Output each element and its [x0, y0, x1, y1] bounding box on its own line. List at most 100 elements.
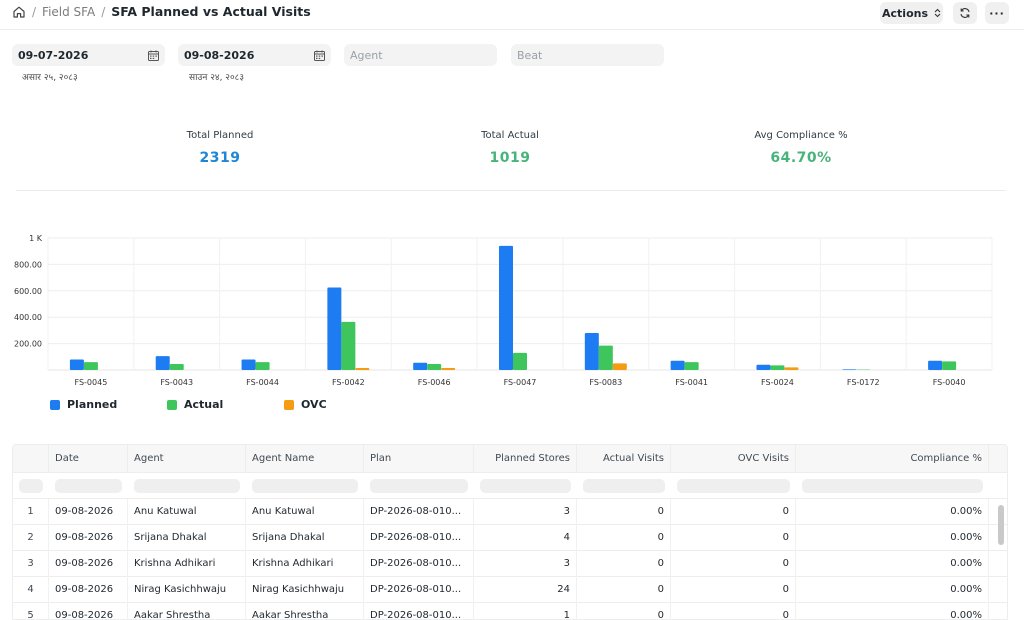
x-tick-label: FS-0041	[675, 378, 708, 387]
cell-planned-stores: 3	[474, 551, 577, 577]
cell-actual-visits: 0	[577, 577, 671, 603]
legend-item-actual[interactable]: Actual	[167, 398, 284, 411]
beat-filter[interactable]: Beat	[511, 44, 664, 66]
cell-agent-name: Srijana Dhakal	[246, 525, 364, 551]
y-tick-label: 400.00	[14, 313, 42, 322]
filter-cell-agent[interactable]	[134, 479, 240, 493]
bar-actual-fs-0041	[684, 362, 699, 370]
table-row[interactable]: 2 09-08-2026 Srijana Dhakal Srijana Dhak…	[13, 525, 1007, 551]
legend-item-planned[interactable]: Planned	[50, 398, 167, 411]
kpi-total-actual: Total Actual 1019	[400, 130, 620, 166]
table-row[interactable]: 5 09-08-2026 Aakar Shrestha Aakar Shrest…	[13, 603, 1007, 619]
chart-legend: Planned Actual OVC	[50, 398, 401, 411]
bar-planned-fs-0047	[499, 245, 513, 370]
more-options-button[interactable]: ···	[985, 2, 1009, 24]
column-header-agent[interactable]: Agent	[128, 445, 246, 473]
refresh-button[interactable]	[953, 2, 977, 24]
filter-cell-planned-stores[interactable]	[480, 479, 571, 493]
y-tick-label: 200.00	[14, 340, 42, 349]
table-row[interactable]: 1 09-08-2026 Anu Katuwal Anu Katuwal DP-…	[13, 499, 1007, 525]
cell-plan[interactable]: DP-2026-08-010...	[364, 551, 474, 577]
home-icon[interactable]	[12, 5, 26, 19]
bar-planned-fs-0172	[842, 369, 857, 370]
bar-ovc-fs-0042	[355, 368, 370, 370]
cell-agent[interactable]: Aakar Shrestha	[128, 603, 246, 619]
bar-actual-fs-0024	[770, 365, 785, 370]
column-header-date[interactable]: Date	[49, 445, 128, 473]
legend-item-ovc[interactable]: OVC	[284, 398, 401, 411]
breadcrumb-separator: /	[101, 4, 106, 19]
table-row[interactable]: 3 09-08-2026 Krishna Adhikari Krishna Ad…	[13, 551, 1007, 577]
to-date-field[interactable]: 09-08-2026	[178, 44, 331, 66]
x-tick-label: FS-0046	[418, 378, 451, 387]
cell-plan[interactable]: DP-2026-08-010...	[364, 499, 474, 525]
bar-planned-fs-0045	[69, 359, 84, 370]
x-tick-label: FS-0083	[589, 378, 622, 387]
bar-actual-fs-0042	[341, 321, 356, 370]
column-header-compliance[interactable]: Compliance %	[796, 445, 989, 473]
cell-agent[interactable]: Anu Katuwal	[128, 499, 246, 525]
y-tick-label: 600.00	[14, 287, 42, 296]
column-header-agent-name[interactable]: Agent Name	[246, 445, 364, 473]
actions-button[interactable]: Actions	[880, 2, 943, 24]
cell-agent-name: Krishna Adhikari	[246, 551, 364, 577]
bar-planned-fs-0024	[756, 364, 771, 370]
y-tick-label: 1 K	[29, 234, 43, 243]
cell-plan[interactable]: DP-2026-08-010...	[364, 577, 474, 603]
breadcrumb-link-field-sfa[interactable]: Field SFA	[42, 4, 96, 19]
cell-compliance: 0.00%	[796, 551, 989, 577]
y-tick-label: 800.00	[14, 260, 42, 269]
legend-label-planned: Planned	[67, 398, 118, 411]
from-date-value: 09-07-2026	[18, 48, 89, 62]
refresh-icon	[960, 8, 970, 18]
filter-cell-compliance[interactable]	[802, 479, 983, 493]
cell-plan[interactable]: DP-2026-08-010...	[364, 525, 474, 551]
cell-date: 09-08-2026	[49, 499, 128, 525]
filter-cell-index[interactable]	[19, 479, 43, 493]
cell-agent-name: Nirag Kasichhwaju	[246, 577, 364, 603]
cell-compliance: 0.00%	[796, 577, 989, 603]
column-header-plan[interactable]: Plan	[364, 445, 474, 473]
cell-ovc-visits: 0	[671, 499, 796, 525]
beat-filter-placeholder: Beat	[517, 48, 543, 62]
table-scrollbar[interactable]	[998, 505, 1004, 545]
cell-ovc-visits: 0	[671, 603, 796, 619]
from-date-field[interactable]: 09-07-2026	[12, 44, 165, 66]
cell-date: 09-08-2026	[49, 551, 128, 577]
bar-actual-fs-0043	[169, 364, 184, 370]
kpi-total-planned: Total Planned 2319	[110, 130, 330, 166]
column-header-planned-stores[interactable]: Planned Stores	[474, 445, 577, 473]
row-index: 3	[13, 551, 49, 577]
table-row[interactable]: 4 09-08-2026 Nirag Kasichhwaju Nirag Kas…	[13, 577, 1007, 603]
cell-actual-visits: 0	[577, 603, 671, 619]
bar-planned-fs-0042	[327, 287, 342, 370]
row-index: 2	[13, 525, 49, 551]
cell-actual-visits: 0	[577, 525, 671, 551]
bar-planned-fs-0040	[928, 360, 943, 370]
cell-agent[interactable]: Nirag Kasichhwaju	[128, 577, 246, 603]
cell-planned-stores: 1	[474, 603, 577, 619]
cell-ovc-visits: 0	[671, 577, 796, 603]
filter-cell-ovc-visits[interactable]	[677, 479, 790, 493]
x-tick-label: FS-0043	[160, 378, 193, 387]
cell-agent[interactable]: Srijana Dhakal	[128, 525, 246, 551]
legend-swatch-ovc	[284, 399, 294, 410]
column-header-index	[13, 445, 49, 473]
bar-actual-fs-0040	[942, 361, 957, 370]
filter-cell-date[interactable]	[55, 479, 122, 493]
bar-planned-fs-0041	[670, 360, 685, 370]
filter-cell-plan[interactable]	[370, 479, 468, 493]
cell-planned-stores: 3	[474, 499, 577, 525]
cell-planned-stores: 4	[474, 525, 577, 551]
column-header-ovc-visits[interactable]: OVC Visits	[671, 445, 796, 473]
bar-actual-fs-0047	[513, 352, 527, 370]
cell-plan[interactable]: DP-2026-08-010...	[364, 603, 474, 619]
kpi-avg-compliance-value: 64.70%	[770, 150, 832, 166]
column-header-actual-visits[interactable]: Actual Visits	[577, 445, 671, 473]
bar-ovc-fs-0083	[612, 363, 627, 370]
filter-cell-agent-name[interactable]	[252, 479, 358, 493]
agent-filter[interactable]: Agent	[344, 44, 497, 66]
filter-cell-actual-visits[interactable]	[583, 479, 665, 493]
table-filter-row	[13, 473, 1007, 499]
cell-agent[interactable]: Krishna Adhikari	[128, 551, 246, 577]
